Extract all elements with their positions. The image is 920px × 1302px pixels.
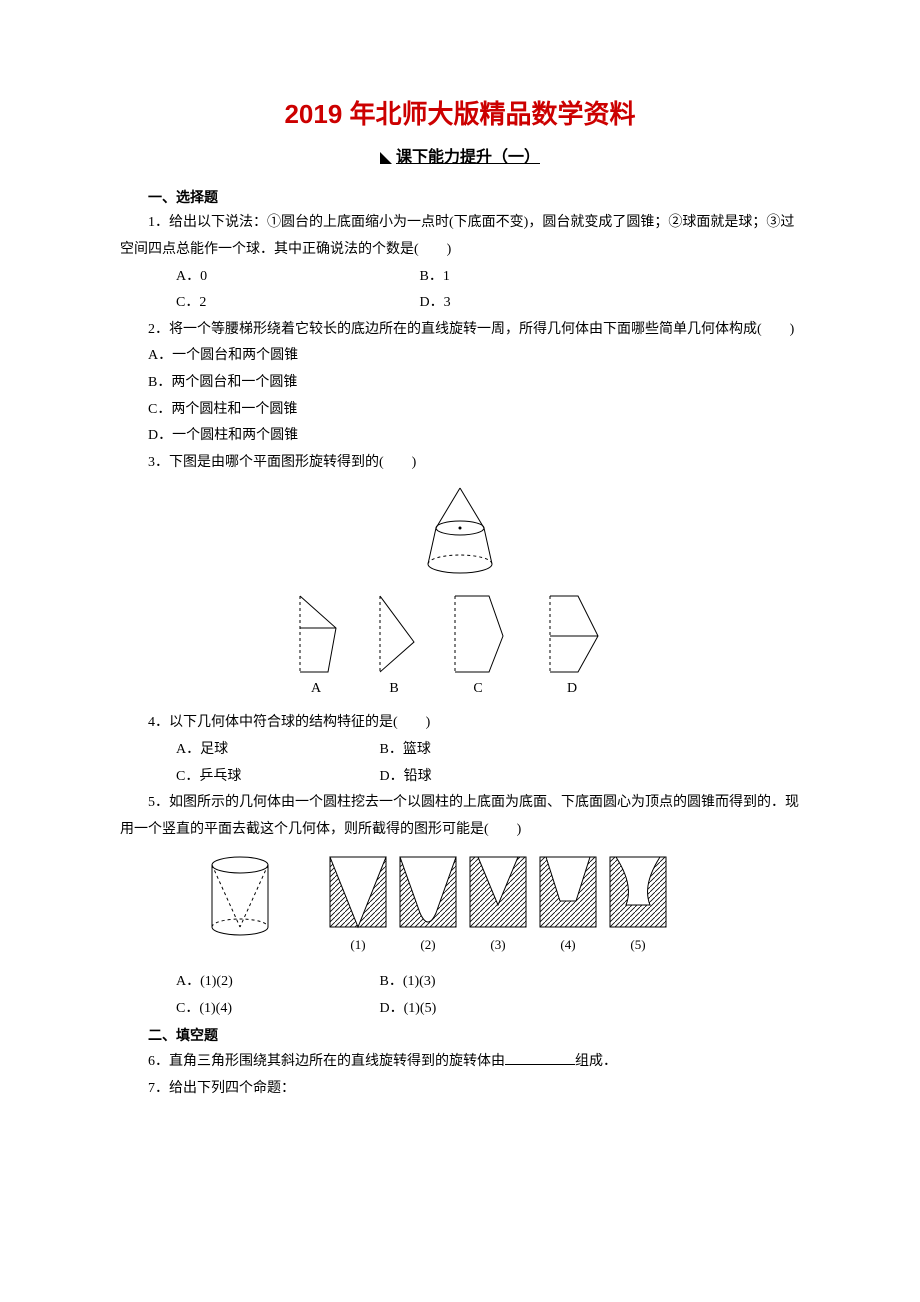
- q3-solid-figure: [120, 484, 800, 584]
- q3-options-svg: A B C D: [290, 592, 630, 702]
- q5-opt-b: B．(1)(3): [352, 969, 592, 996]
- q5-opts-row2: C．(1)(4) D．(1)(5): [120, 996, 800, 1023]
- q5-stem: 5．如图所示的几何体由一个圆柱挖去一个以圆柱的上底面为底面、下底面圆心为顶点的圆…: [120, 790, 800, 843]
- page-subtitle: 课下能力提升（一）: [120, 143, 800, 173]
- q3-stem: 3．下图是由哪个平面图形旋转得到的( ): [120, 450, 800, 477]
- q5-svg: (1) (2) (3) (4) (5): [200, 851, 720, 961]
- q5-label-3: (3): [490, 937, 505, 952]
- q4-opt-b: B．篮球: [352, 737, 592, 764]
- q4-opt-a: A．足球: [148, 737, 348, 764]
- q4-opts-row2: C．乒乓球 D．铅球: [120, 764, 800, 791]
- q5-opt-a: A．(1)(2): [148, 969, 348, 996]
- q2-opt-a: A．一个圆台和两个圆锥: [120, 343, 800, 370]
- q2-opt-b: B．两个圆台和一个圆锥: [120, 370, 800, 397]
- blank-underline: [505, 1050, 575, 1065]
- q1-opt-b: B．1: [392, 264, 632, 291]
- q3-label-b: B: [389, 681, 398, 696]
- q5-label-4: (4): [560, 937, 575, 952]
- q4-opts-row1: A．足球 B．篮球: [120, 737, 800, 764]
- q3-label-c: C: [473, 681, 482, 696]
- q1-opt-c: C．2: [148, 290, 388, 317]
- q2-stem: 2．将一个等腰梯形绕着它较长的底边所在的直线旋转一周，所得几何体由下面哪些简单几…: [120, 317, 800, 344]
- q5-label-5: (5): [630, 937, 645, 952]
- q5-opt-d: D．(1)(5): [352, 996, 592, 1023]
- q5-figures: (1) (2) (3) (4) (5): [120, 851, 800, 961]
- q3-label-d: D: [567, 681, 577, 696]
- q6-pre: 6．直角三角形围绕其斜边所在的直线旋转得到的旋转体由: [148, 1054, 505, 1069]
- subtitle-text: 课下能力提升（一）: [396, 149, 540, 166]
- q1-opt-a: A．0: [148, 264, 388, 291]
- q3-options-figure: A B C D: [120, 592, 800, 702]
- q1-opt-d: D．3: [392, 290, 632, 317]
- q2-opt-c: C．两个圆柱和一个圆锥: [120, 397, 800, 424]
- q3-label-a: A: [311, 681, 322, 696]
- page-title: 2019 年北师大版精品数学资料: [120, 90, 800, 139]
- q4-opt-d: D．铅球: [352, 764, 592, 791]
- q5-label-1: (1): [350, 937, 365, 952]
- q6-post: 组成．: [575, 1054, 617, 1069]
- q5-opt-c: C．(1)(4): [148, 996, 348, 1023]
- cone-frustum-icon: [420, 484, 500, 584]
- q5-label-2: (2): [420, 937, 435, 952]
- arrow-icon: [380, 152, 392, 164]
- q1-stem: 1．给出以下说法：①圆台的上底面缩小为一点时(下底面不变)，圆台就变成了圆锥；②…: [120, 210, 800, 263]
- q4-stem: 4．以下几何体中符合球的结构特征的是( ): [120, 710, 800, 737]
- q2-opt-d: D．一个圆柱和两个圆锥: [120, 423, 800, 450]
- q5-opts-row1: A．(1)(2) B．(1)(3): [120, 969, 800, 996]
- section-1-heading: 一、选择题: [120, 184, 800, 211]
- q1-opts-row2: C．2 D．3: [120, 290, 800, 317]
- section-2-heading: 二、填空题: [120, 1022, 800, 1049]
- q6: 6．直角三角形围绕其斜边所在的直线旋转得到的旋转体由 组成．: [120, 1049, 800, 1076]
- q4-opt-c: C．乒乓球: [148, 764, 348, 791]
- q1-opts-row1: A．0 B．1: [120, 264, 800, 291]
- q7-stem: 7．给出下列四个命题：: [120, 1076, 800, 1103]
